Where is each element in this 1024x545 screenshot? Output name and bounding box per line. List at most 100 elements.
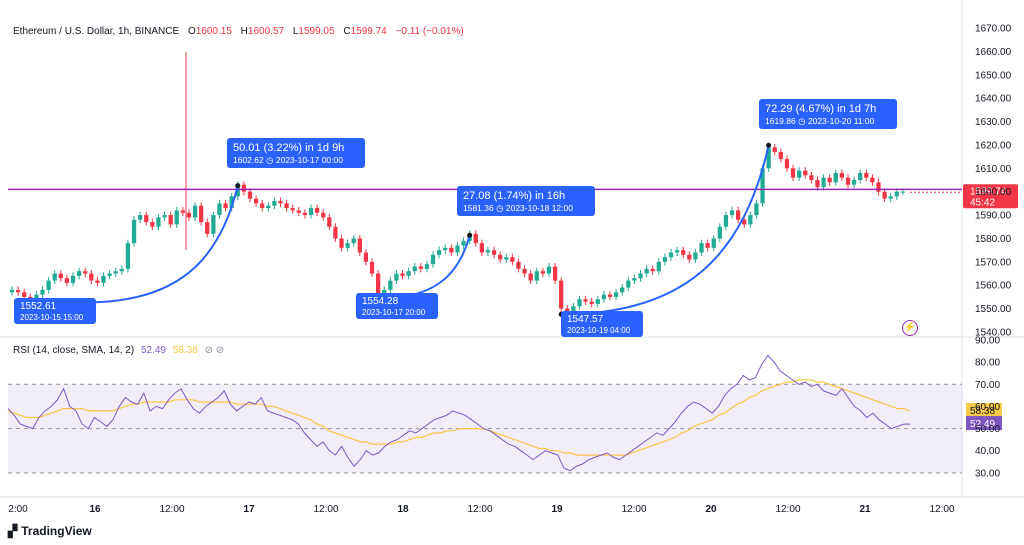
candle — [333, 223, 338, 242]
rsi-sma-tag — [966, 403, 1002, 418]
candle — [52, 270, 57, 285]
candle-body — [723, 215, 729, 227]
candle — [729, 206, 735, 219]
price-tick-label: 1570.00 — [975, 257, 1012, 268]
candle-body — [888, 196, 893, 199]
candle — [693, 248, 698, 264]
candle — [351, 234, 356, 247]
candle — [186, 209, 192, 221]
candle — [443, 244, 448, 254]
candle — [278, 197, 283, 207]
candle — [284, 199, 289, 212]
low-label-value: 1547.57 — [567, 314, 604, 325]
candle — [644, 265, 649, 278]
change-value: −0.11 (−0.01%) — [395, 26, 464, 37]
candle-body — [699, 243, 704, 253]
candle-body — [119, 268, 124, 272]
rsi-label: RSI (14, close, SMA, 14, 2) — [13, 345, 135, 356]
candle — [516, 258, 521, 273]
candle-body — [260, 203, 265, 209]
candle-body — [516, 261, 521, 269]
candle-body — [882, 191, 887, 199]
candle-body — [455, 245, 460, 253]
candle — [699, 239, 704, 256]
candle — [327, 213, 332, 231]
candle — [864, 169, 869, 182]
tradingview-brand[interactable]: ▞ TradingView — [8, 524, 92, 538]
candle-body — [833, 172, 838, 183]
high-label-detail: 1602.62 ◷ 2023-10-17 00:00 — [233, 155, 343, 165]
rsi-sma-line — [7, 379, 911, 456]
candle-body — [528, 273, 533, 281]
candle-body — [565, 308, 570, 311]
rsi-tick-label: 40.00 — [975, 446, 1000, 457]
candle-body — [522, 268, 527, 274]
candle-body — [546, 266, 552, 274]
visibility-icon[interactable]: ⊘ ⊘ — [204, 345, 225, 356]
candle — [510, 253, 515, 266]
candle-body — [668, 252, 674, 258]
candle — [589, 298, 594, 308]
candle — [772, 143, 777, 156]
candle — [662, 253, 668, 266]
rsi-tag-value: 52.49 — [970, 419, 995, 430]
candle-body — [900, 191, 906, 193]
candle — [559, 277, 564, 313]
tradingview-logo-icon: ▞ — [8, 524, 18, 538]
candle — [601, 291, 607, 303]
candle — [437, 246, 442, 259]
candle-body — [162, 215, 167, 218]
candle — [101, 272, 106, 287]
candle — [394, 270, 399, 285]
time-tick-label: 16 — [89, 504, 101, 515]
bolt-icon[interactable]: ⚡ — [902, 320, 918, 336]
candle — [40, 286, 45, 299]
candle — [400, 270, 405, 280]
candle — [711, 234, 716, 252]
candle — [540, 267, 546, 278]
last-price-countdown: 45:42 — [970, 197, 995, 208]
candle-body — [205, 222, 210, 234]
candle-body — [827, 177, 832, 183]
price-tick-label: 1550.00 — [975, 304, 1012, 315]
candle-body — [138, 215, 143, 220]
rsi-tick-label: 50.00 — [975, 424, 1000, 435]
candle — [498, 251, 503, 264]
candle — [803, 167, 808, 179]
grid — [0, 0, 1024, 498]
candle-body — [369, 261, 375, 274]
candle-body — [302, 212, 308, 216]
time-tick-label: 19 — [551, 504, 563, 515]
candle-body — [851, 180, 857, 185]
candle — [626, 277, 631, 292]
candle — [290, 204, 295, 214]
candle — [595, 295, 600, 308]
candle-body — [736, 210, 741, 220]
candle-body — [729, 210, 735, 216]
high-label-box — [227, 138, 365, 168]
price-tick-label: 1560.00 — [975, 281, 1012, 292]
candle-body — [534, 271, 539, 281]
candle — [296, 206, 301, 217]
candle — [839, 169, 845, 182]
candle-body — [674, 250, 680, 253]
candle — [406, 267, 411, 280]
candle — [748, 211, 753, 228]
trend-curve — [85, 185, 239, 304]
candle — [546, 263, 552, 278]
candle-body — [540, 271, 546, 274]
candle-body — [632, 278, 637, 281]
candle-body — [327, 217, 332, 227]
rsi-tick-label: 70.00 — [975, 380, 1000, 391]
candle — [528, 270, 533, 285]
candle-body — [711, 238, 716, 248]
candle-body — [607, 294, 613, 297]
candle — [754, 199, 759, 219]
price-tick-label: 1650.00 — [975, 70, 1012, 81]
candle-body — [314, 208, 320, 213]
candle-body — [839, 172, 845, 178]
candle-body — [424, 264, 430, 269]
